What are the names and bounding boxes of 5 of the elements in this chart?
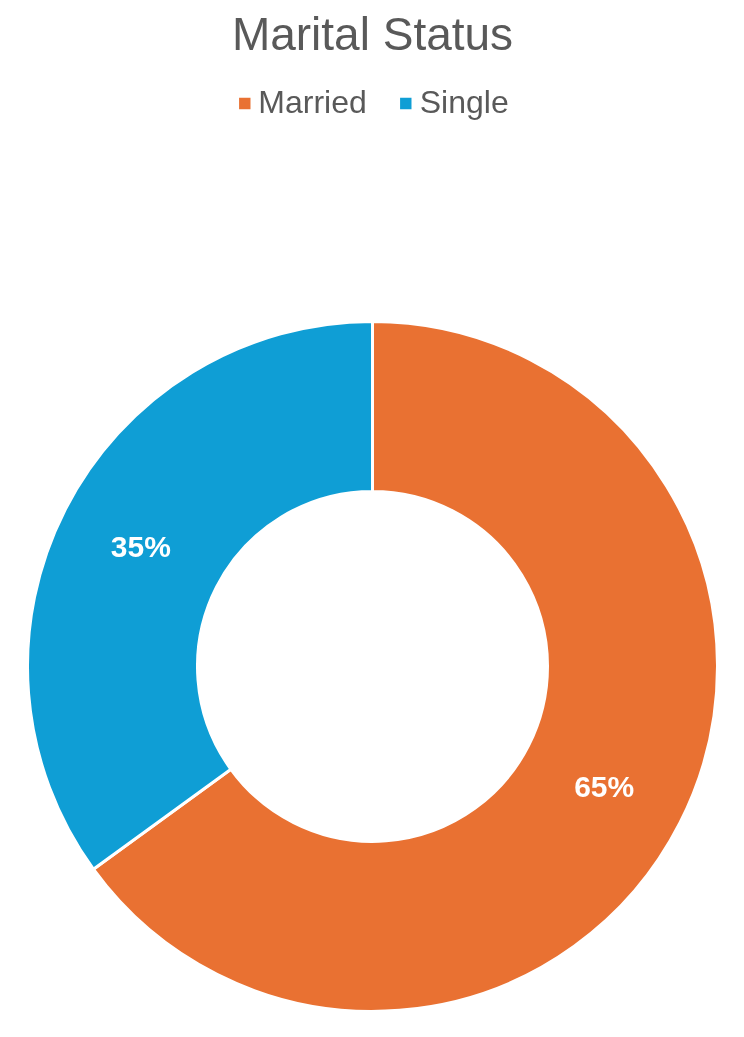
data-label: 65%: [574, 769, 635, 803]
data-label: 35%: [110, 529, 171, 563]
legend-label: Single: [419, 84, 509, 121]
legend-label: Married: [258, 84, 367, 121]
chart-title: Marital Status: [231, 7, 514, 60]
